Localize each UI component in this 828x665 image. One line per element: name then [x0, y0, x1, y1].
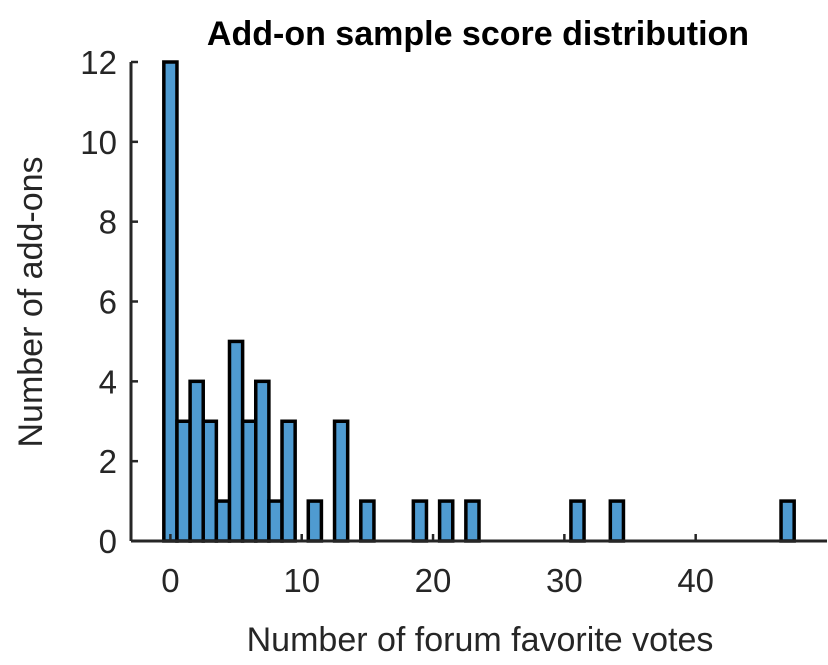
- y-tick-label: 4: [99, 363, 117, 400]
- bar: [280, 419, 297, 543]
- y-tick-label: 8: [99, 204, 117, 241]
- x-tick-label: 20: [415, 562, 452, 599]
- bar: [227, 339, 245, 543]
- bar: [608, 499, 626, 543]
- y-tick-label: 12: [80, 44, 117, 81]
- x-tick-label: 30: [546, 562, 583, 599]
- bars-group: [162, 60, 796, 543]
- bar: [306, 499, 324, 543]
- bar: [175, 419, 192, 543]
- x-axis-label: Number of forum favorite votes: [247, 621, 714, 659]
- bar: [214, 499, 232, 543]
- bar: [437, 499, 455, 543]
- bar: [188, 379, 205, 543]
- y-tick-label: 6: [99, 284, 117, 321]
- bar: [267, 499, 284, 543]
- bar: [240, 419, 258, 543]
- bar: [464, 499, 481, 543]
- x-tick-label: 0: [161, 562, 179, 599]
- bar: [332, 419, 350, 543]
- bar: [411, 499, 429, 543]
- bar: [359, 499, 376, 543]
- bar: [201, 419, 219, 543]
- bar: [779, 499, 796, 543]
- x-tick-label: 40: [677, 562, 714, 599]
- chart-title: Add-on sample score distribution: [207, 15, 749, 53]
- y-tick-label: 10: [80, 124, 117, 161]
- y-tick-label: 2: [99, 443, 117, 480]
- bar: [162, 60, 179, 543]
- bar: [254, 379, 271, 543]
- x-tick-label: 10: [283, 562, 320, 599]
- y-tick-label: 0: [99, 523, 117, 560]
- y-axis-label: Number of add-ons: [12, 156, 50, 447]
- y-ticks-group: 0 2 4 6 8 10 12: [80, 44, 138, 560]
- x-ticks-group: 0 10 20 30 40: [161, 534, 714, 599]
- bar: [569, 499, 586, 543]
